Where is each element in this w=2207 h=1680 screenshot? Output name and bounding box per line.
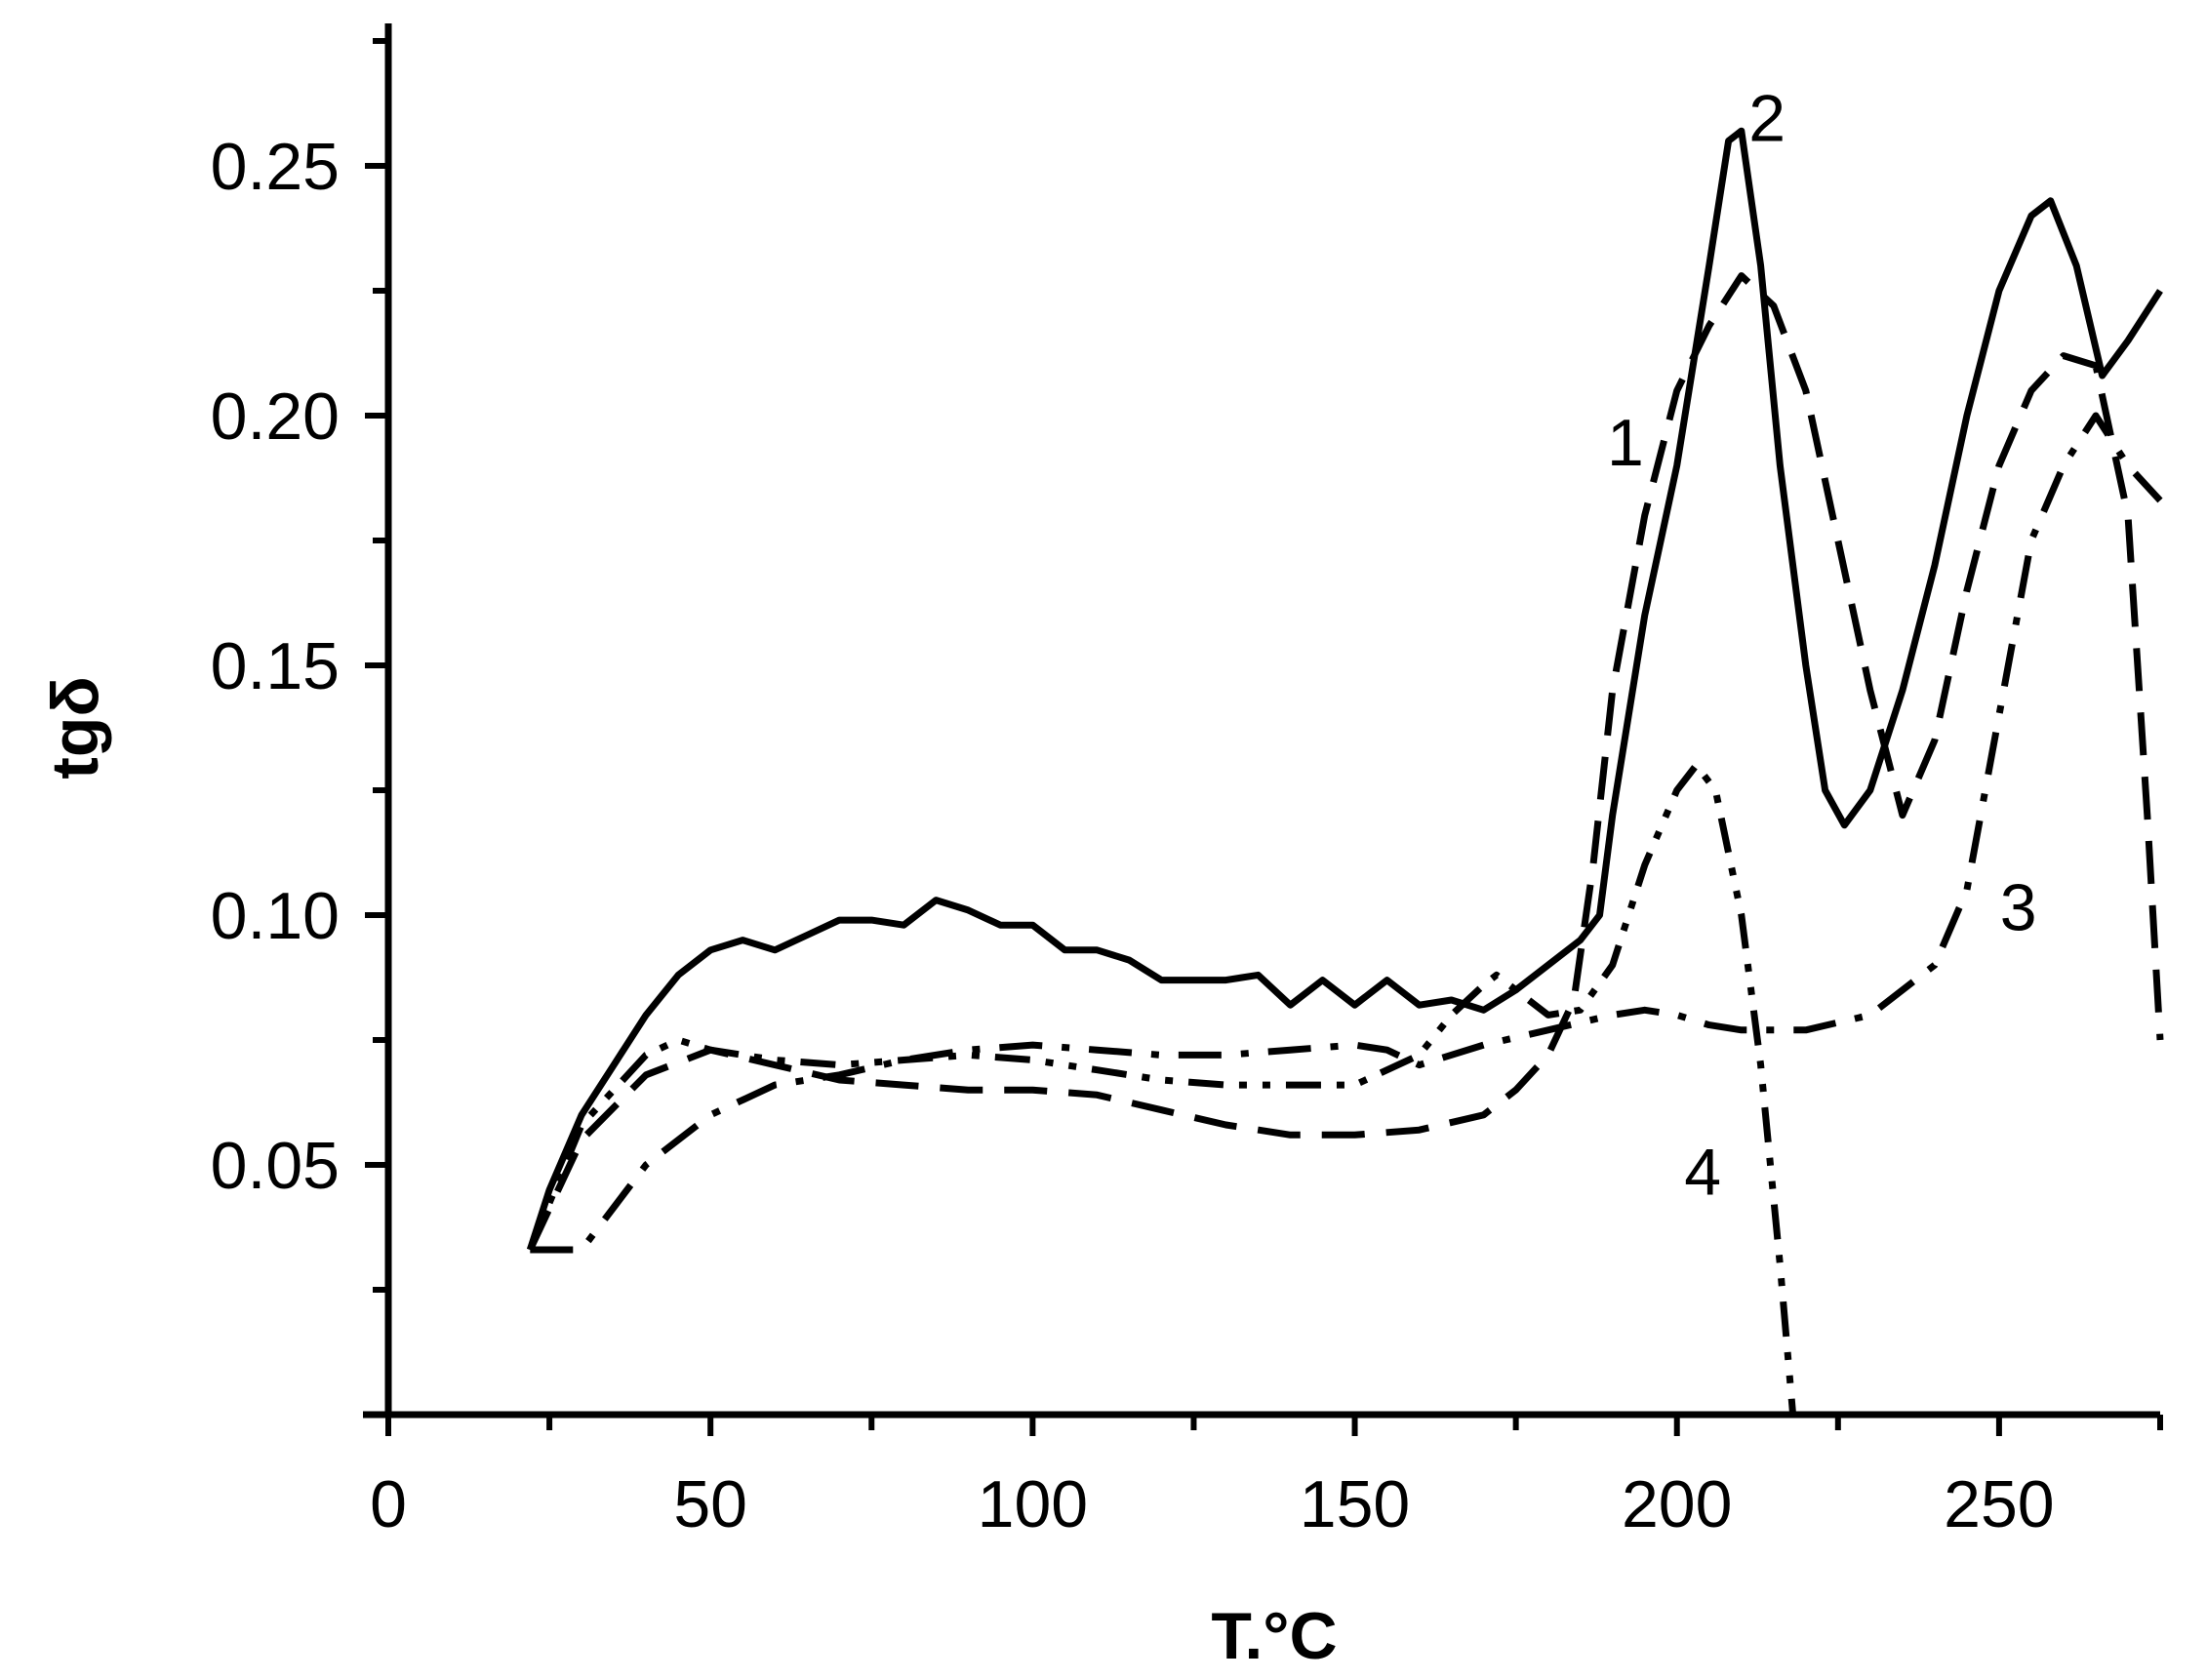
y-tick-label: 0.15 <box>211 629 340 703</box>
series-3-label: 3 <box>2000 870 2037 944</box>
x-axis-title: T.°C <box>1211 1599 1337 1673</box>
tick-layer <box>365 38 2163 1436</box>
y-tick-label: 0.20 <box>211 380 340 454</box>
series-4-label: 4 <box>1684 1136 1721 1210</box>
label-layer: 0 50 100 150 200 250 0.05 0.10 0.15 0.20 0.25 1 2 3 4 <box>211 81 2055 1541</box>
axis-layer <box>363 23 2160 1419</box>
series-1-line <box>527 272 2164 1252</box>
series-2-label: 2 <box>1748 81 1786 155</box>
y-tick-label: 0.25 <box>211 130 340 204</box>
series-3-line <box>530 412 2163 1254</box>
series-layer <box>526 127 2164 1416</box>
series-1-label: 1 <box>1607 406 1644 480</box>
x-tick-label: 100 <box>978 1467 1088 1541</box>
x-tick-label: 200 <box>1622 1467 1732 1541</box>
y-tick-label: 0.10 <box>211 879 340 953</box>
y-tick-label: 0.05 <box>211 1129 340 1203</box>
x-tick-label: 250 <box>1944 1467 2054 1541</box>
x-tick-label: 0 <box>370 1467 407 1541</box>
series-2-line <box>526 127 2163 1252</box>
y-axis-title: tgδ <box>38 676 112 779</box>
x-tick-label: 150 <box>1300 1467 1410 1541</box>
x-tick-label: 50 <box>673 1467 747 1541</box>
